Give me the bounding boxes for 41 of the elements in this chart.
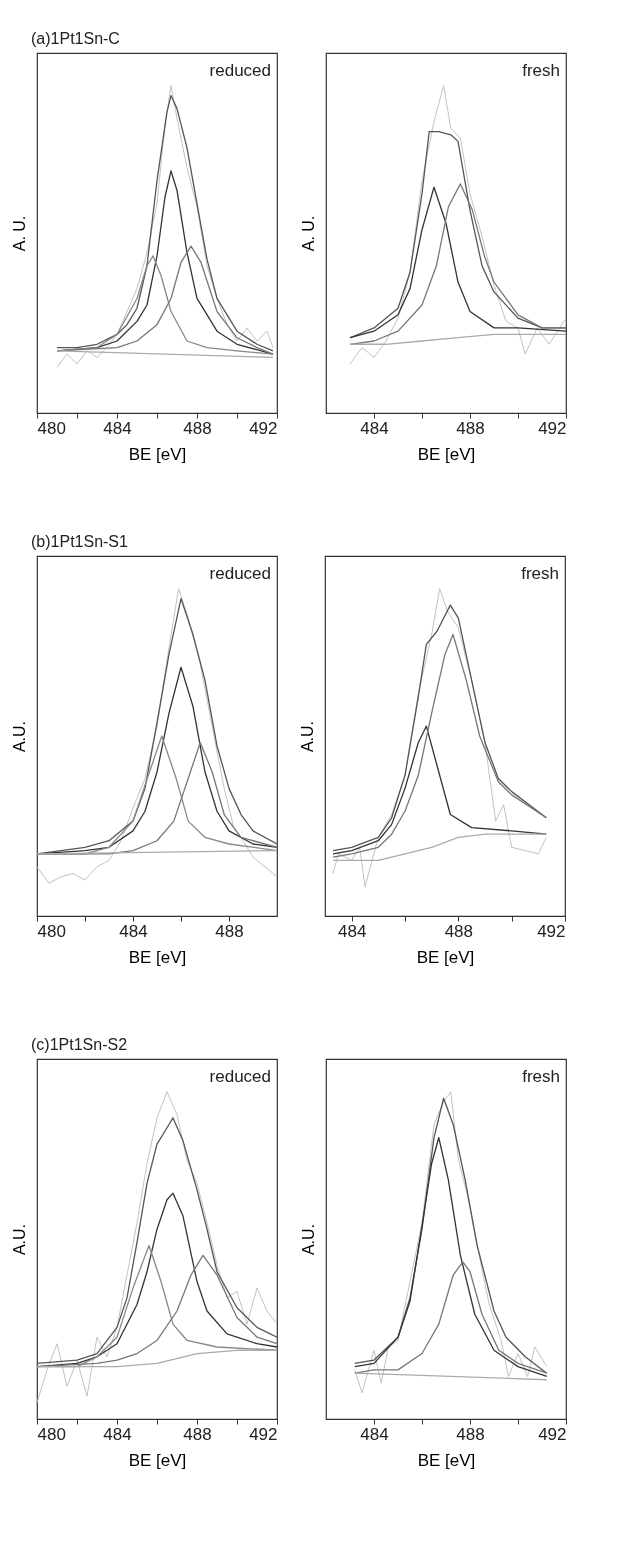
- x-tick-label: 488: [456, 418, 485, 438]
- x-tick-label: 488: [444, 921, 474, 941]
- text: fresh: [522, 1067, 560, 1086]
- chart-title: (a)1Pt1Sn-C: [31, 30, 120, 47]
- x-tick-label: 484: [103, 1424, 132, 1444]
- y-axis-title: A. U.: [10, 215, 28, 252]
- y-axis-title: A.U.: [299, 1223, 317, 1256]
- chart-title: (c)1Pt1Sn-S2: [31, 1036, 128, 1053]
- x-tick-label: 480: [37, 418, 66, 438]
- x-tick-label: 484: [103, 418, 132, 438]
- y-axis-title: A.U.: [298, 720, 316, 753]
- text: reduced: [209, 61, 271, 80]
- x-axis-title: BE [eV]: [128, 1450, 187, 1470]
- chart-title: (b)1Pt1Sn-S1: [31, 533, 129, 550]
- x-tick-label: 492: [249, 1424, 278, 1444]
- x-tick-label: 484: [119, 921, 148, 941]
- y-axis-title: A.U.: [10, 720, 28, 753]
- x-tick-label: 492: [249, 418, 278, 438]
- x-axis-title: BE [eV]: [128, 444, 187, 464]
- text: fresh: [521, 564, 559, 583]
- x-axis-title: BE [eV]: [416, 947, 475, 967]
- text: fresh: [522, 61, 560, 80]
- x-tick-label: 488: [456, 1424, 485, 1444]
- x-axis-title: BE [eV]: [417, 1450, 476, 1470]
- x-axis-title: BE [eV]: [417, 444, 476, 464]
- text: reduced: [209, 1067, 271, 1086]
- text: reduced: [209, 564, 271, 583]
- x-tick-label: 488: [183, 418, 212, 438]
- x-tick-label: 484: [360, 418, 389, 438]
- x-tick-label: 488: [215, 921, 244, 941]
- x-tick-label: 484: [360, 1424, 389, 1444]
- x-tick-label: 492: [538, 1424, 567, 1444]
- x-axis-title: BE [eV]: [128, 947, 187, 967]
- x-tick-label: 480: [37, 921, 66, 941]
- x-tick-label: 488: [183, 1424, 212, 1444]
- x-tick-label: 484: [337, 921, 367, 941]
- y-axis-title: A. U.: [299, 215, 317, 252]
- y-axis-title: A.U.: [10, 1223, 28, 1256]
- x-tick-label: 492: [538, 418, 567, 438]
- x-tick-label: 480: [37, 1424, 66, 1444]
- x-tick-label: 492: [537, 921, 566, 941]
